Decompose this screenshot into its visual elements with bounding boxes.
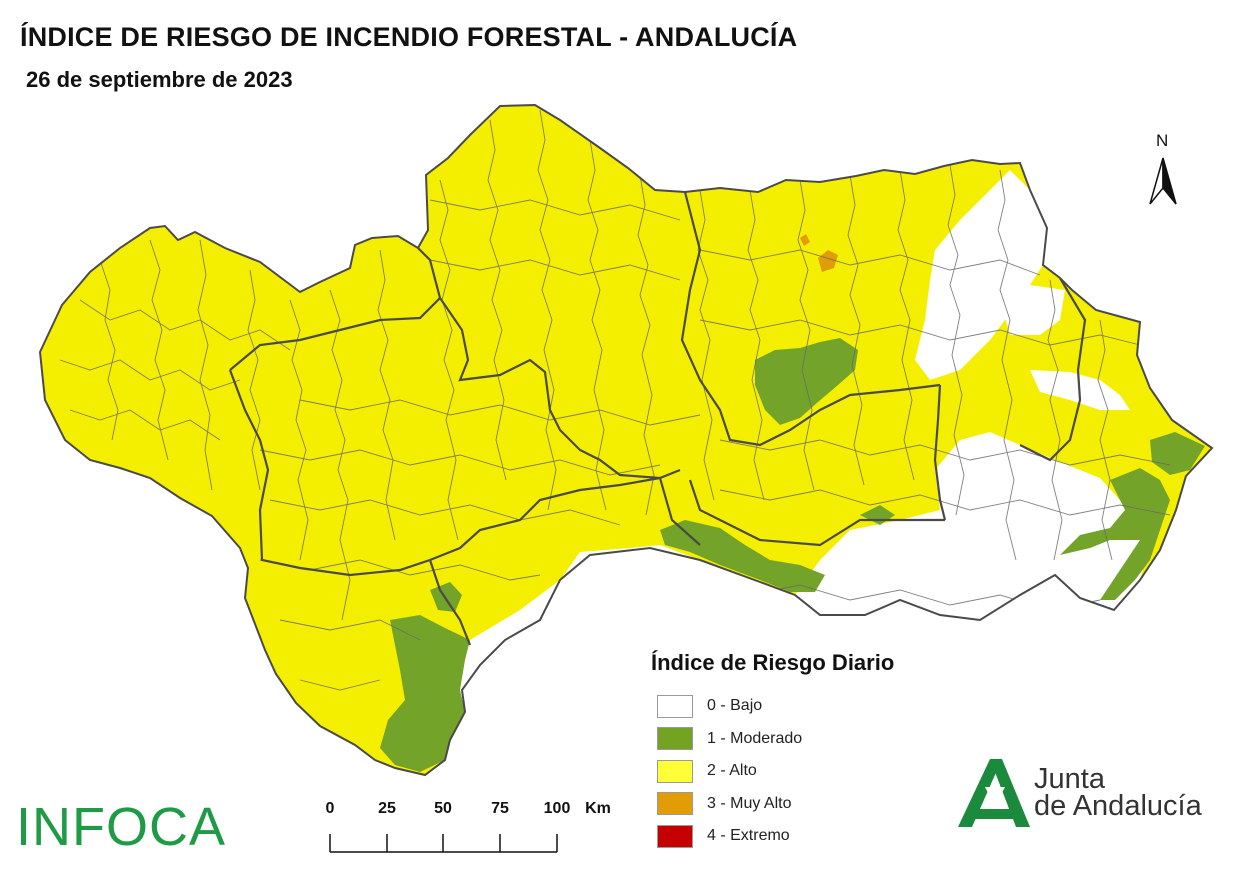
legend-swatch-extremo: [657, 824, 693, 848]
province-boundaries: [228, 191, 1087, 646]
map-title: ÍNDICE DE RIESGO DE INCENDIO FORESTAL - …: [20, 22, 798, 52]
junta-text-line1: Junta: [1034, 763, 1105, 795]
scale-bar-ruler: [329, 834, 558, 853]
legend-label-muy-alto: 3 - Muy Alto: [707, 794, 792, 812]
legend-swatch-bajo: [657, 694, 693, 718]
zone-muy-alto: [800, 234, 838, 272]
legend-item-extremo: 4 - Extremo: [651, 820, 894, 853]
scale-tick-label: 50: [434, 800, 452, 817]
junta-text-line2: de Andalucía: [1034, 790, 1202, 822]
north-label: N: [1156, 131, 1169, 150]
legend-label-extremo: 4 - Extremo: [707, 827, 790, 845]
legend-swatch-alto: [657, 759, 693, 783]
north-arrow-icon: [1149, 157, 1177, 205]
legend-item-moderado: 1 - Moderado: [651, 723, 894, 756]
andalucia-outline: [38, 103, 1214, 777]
legend-swatch-muy-alto: [657, 792, 693, 816]
infoca-logo: INFOCA: [16, 797, 227, 857]
legend-title: Índice de Riesgo Diario: [651, 650, 895, 675]
scale-unit: Km: [585, 800, 611, 817]
region-base: [40, 105, 1212, 775]
scale-tick-label: 75: [491, 800, 509, 817]
junta-andalucia-logo-icon: [958, 759, 1030, 827]
zone-moderado: [380, 338, 1205, 772]
legend-label-bajo: 0 - Bajo: [707, 697, 763, 715]
scale-tick-label: 100: [543, 800, 571, 817]
legend-item-bajo: 0 - Bajo: [651, 690, 894, 723]
scale-bar: 0 25 50 75 100 Km: [316, 800, 616, 860]
legend-item-muy-alto: 3 - Muy Alto: [651, 788, 894, 821]
legend-label-alto: 2 - Alto: [707, 762, 757, 780]
legend-swatch-moderado: [657, 727, 693, 751]
legend-label-moderado: 1 - Moderado: [707, 729, 803, 747]
map-date: 26 de septiembre de 2023: [26, 67, 293, 92]
legend: Índice de Riesgo Diario 0 - Bajo 1 - Mod…: [651, 650, 894, 853]
legend-item-alto: 2 - Alto: [651, 755, 894, 788]
scale-tick-label: 0: [325, 800, 335, 817]
scale-tick-label: 25: [378, 800, 396, 817]
